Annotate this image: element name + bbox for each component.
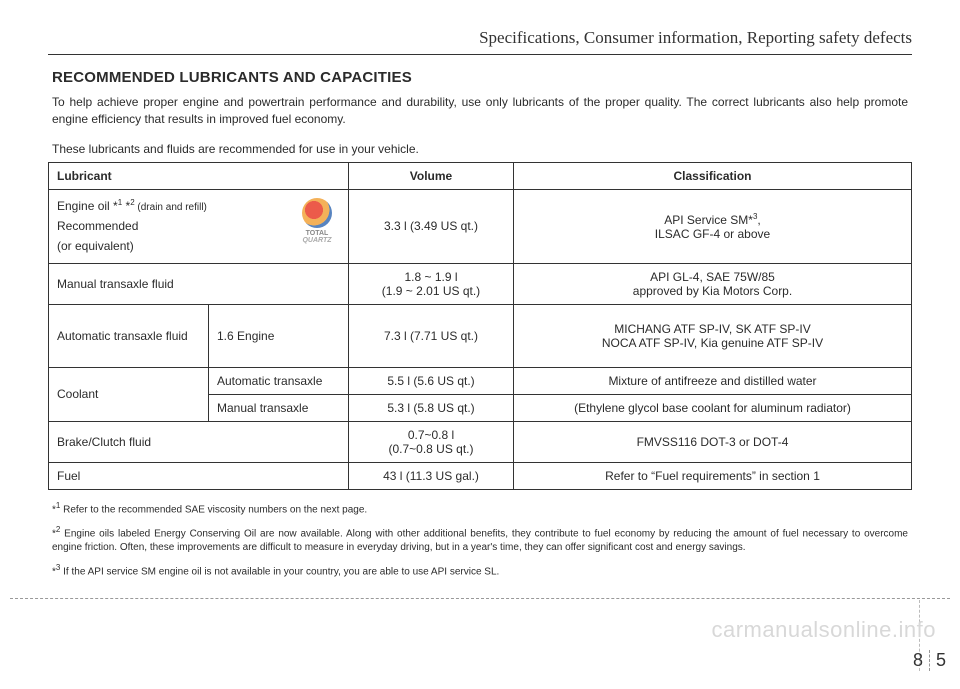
- engine-cls-line2: ILSAC GF-4 or above: [655, 227, 770, 241]
- cell-auto-classification: MICHANG ATF SP-IV, SK ATF SP-IV NOCA ATF…: [514, 304, 912, 367]
- section-title: RECOMMENDED LUBRICANTS AND CAPACITIES: [52, 69, 912, 86]
- engine-oil-star2: *: [122, 199, 130, 213]
- fn2-text: Engine oils labeled Energy Conserving Oi…: [52, 528, 908, 554]
- cell-brake-label: Brake/Clutch fluid: [49, 421, 349, 462]
- fn1-text: Refer to the recommended SAE viscosity n…: [60, 504, 367, 515]
- cell-manual-label: Manual transaxle fluid: [49, 263, 349, 304]
- engine-oil-label-prefix: Engine oil *: [57, 199, 118, 213]
- cell-auto-label: Automatic transaxle fluid: [49, 304, 209, 367]
- auto-cls-l2: NOCA ATF SP-IV, Kia genuine ATF SP-IV: [602, 336, 823, 350]
- intro-paragraph: To help achieve proper engine and powert…: [52, 94, 908, 128]
- engine-cls-line1-pre: API Service SM*: [664, 213, 753, 227]
- header-lubricant: Lubricant: [49, 162, 349, 189]
- manual-vol-l2: (1.9 ~ 2.01 US qt.): [382, 284, 480, 298]
- cell-coolant-auto-vol: 5.5 l (5.6 US qt.): [349, 367, 514, 394]
- table-header-row: Lubricant Volume Classification: [49, 162, 912, 189]
- cell-engine-oil-classification: API Service SM*3, ILSAC GF-4 or above: [514, 189, 912, 263]
- cell-coolant-label: Coolant: [49, 367, 209, 421]
- engine-oil-recommended: Recommended: [57, 219, 138, 233]
- page-number-divider: [929, 650, 930, 671]
- engine-cls-line1-post: ,: [757, 213, 760, 227]
- footnote-3: *3 If the API service SM engine oil is n…: [52, 562, 908, 580]
- cell-fuel-classification: Refer to “Fuel requirements” in section …: [514, 462, 912, 489]
- cell-manual-volume: 1.8 ~ 1.9 l (1.9 ~ 2.01 US qt.): [349, 263, 514, 304]
- cell-fuel-volume: 43 l (11.3 US gal.): [349, 462, 514, 489]
- cell-coolant-manual-vol: 5.3 l (5.8 US qt.): [349, 394, 514, 421]
- manual-vol-l1: 1.8 ~ 1.9 l: [404, 270, 457, 284]
- total-swirl-icon: [302, 198, 332, 228]
- header-volume: Volume: [349, 162, 514, 189]
- page-number: 8 5: [913, 650, 946, 671]
- logo-top-text: TOTAL: [294, 230, 340, 237]
- header-classification: Classification: [514, 162, 912, 189]
- engine-oil-drain: (drain and refill): [135, 202, 207, 213]
- cell-engine-oil-label: Engine oil *1 *2 (drain and refill) Reco…: [49, 189, 349, 263]
- cell-coolant-manual-cls: (Ethylene glycol base coolant for alumin…: [514, 394, 912, 421]
- row-auto-transaxle: Automatic transaxle fluid 1.6 Engine 7.3…: [49, 304, 912, 367]
- cell-coolant-manual-sub: Manual transaxle: [209, 394, 349, 421]
- auto-cls-l1: MICHANG ATF SP-IV, SK ATF SP-IV: [614, 322, 810, 336]
- row-brake-clutch: Brake/Clutch fluid 0.7~0.8 l (0.7~0.8 US…: [49, 421, 912, 462]
- cell-coolant-auto-cls: Mixture of antifreeze and distilled wate…: [514, 367, 912, 394]
- page-content: Specifications, Consumer information, Re…: [0, 0, 960, 580]
- bottom-dashed-rule: [10, 598, 950, 599]
- page-number-left: 8: [913, 650, 925, 671]
- row-coolant-auto: Coolant Automatic transaxle 5.5 l (5.6 U…: [49, 367, 912, 394]
- chapter-header: Specifications, Consumer information, Re…: [48, 28, 912, 54]
- brake-vol-l2: (0.7~0.8 US qt.): [388, 442, 473, 456]
- row-manual-transaxle: Manual transaxle fluid 1.8 ~ 1.9 l (1.9 …: [49, 263, 912, 304]
- cell-brake-volume: 0.7~0.8 l (0.7~0.8 US qt.): [349, 421, 514, 462]
- cell-coolant-auto-sub: Automatic transaxle: [209, 367, 349, 394]
- cell-brake-classification: FMVSS116 DOT-3 or DOT-4: [514, 421, 912, 462]
- lubricants-table: Lubricant Volume Classification Engine o…: [48, 162, 912, 490]
- row-engine-oil: Engine oil *1 *2 (drain and refill) Reco…: [49, 189, 912, 263]
- brake-vol-l1: 0.7~0.8 l: [408, 428, 454, 442]
- cell-manual-classification: API GL-4, SAE 75W/85 approved by Kia Mot…: [514, 263, 912, 304]
- manual-cls-l1: API GL-4, SAE 75W/85: [650, 270, 775, 284]
- engine-oil-equiv: (or equivalent): [57, 239, 134, 253]
- cell-engine-oil-volume: 3.3 l (3.49 US qt.): [349, 189, 514, 263]
- header-rule: [48, 54, 912, 55]
- footnote-2: *2 Engine oils labeled Energy Conserving…: [52, 524, 908, 556]
- watermark-text: carmanualsonline.info: [711, 617, 936, 643]
- footnotes: *1 Refer to the recommended SAE viscosit…: [52, 500, 908, 580]
- fn3-text: If the API service SM engine oil is not …: [60, 566, 499, 577]
- cell-auto-sub: 1.6 Engine: [209, 304, 349, 367]
- logo-bottom-text: QUARTZ: [294, 237, 340, 244]
- subintro-paragraph: These lubricants and fluids are recommen…: [52, 142, 908, 156]
- cell-auto-volume: 7.3 l (7.71 US qt.): [349, 304, 514, 367]
- manual-cls-l2: approved by Kia Motors Corp.: [633, 284, 792, 298]
- row-fuel: Fuel 43 l (11.3 US gal.) Refer to “Fuel …: [49, 462, 912, 489]
- cell-fuel-label: Fuel: [49, 462, 349, 489]
- footnote-1: *1 Refer to the recommended SAE viscosit…: [52, 500, 908, 518]
- total-quartz-logo: TOTAL QUARTZ: [294, 198, 340, 244]
- page-number-right: 5: [934, 650, 946, 671]
